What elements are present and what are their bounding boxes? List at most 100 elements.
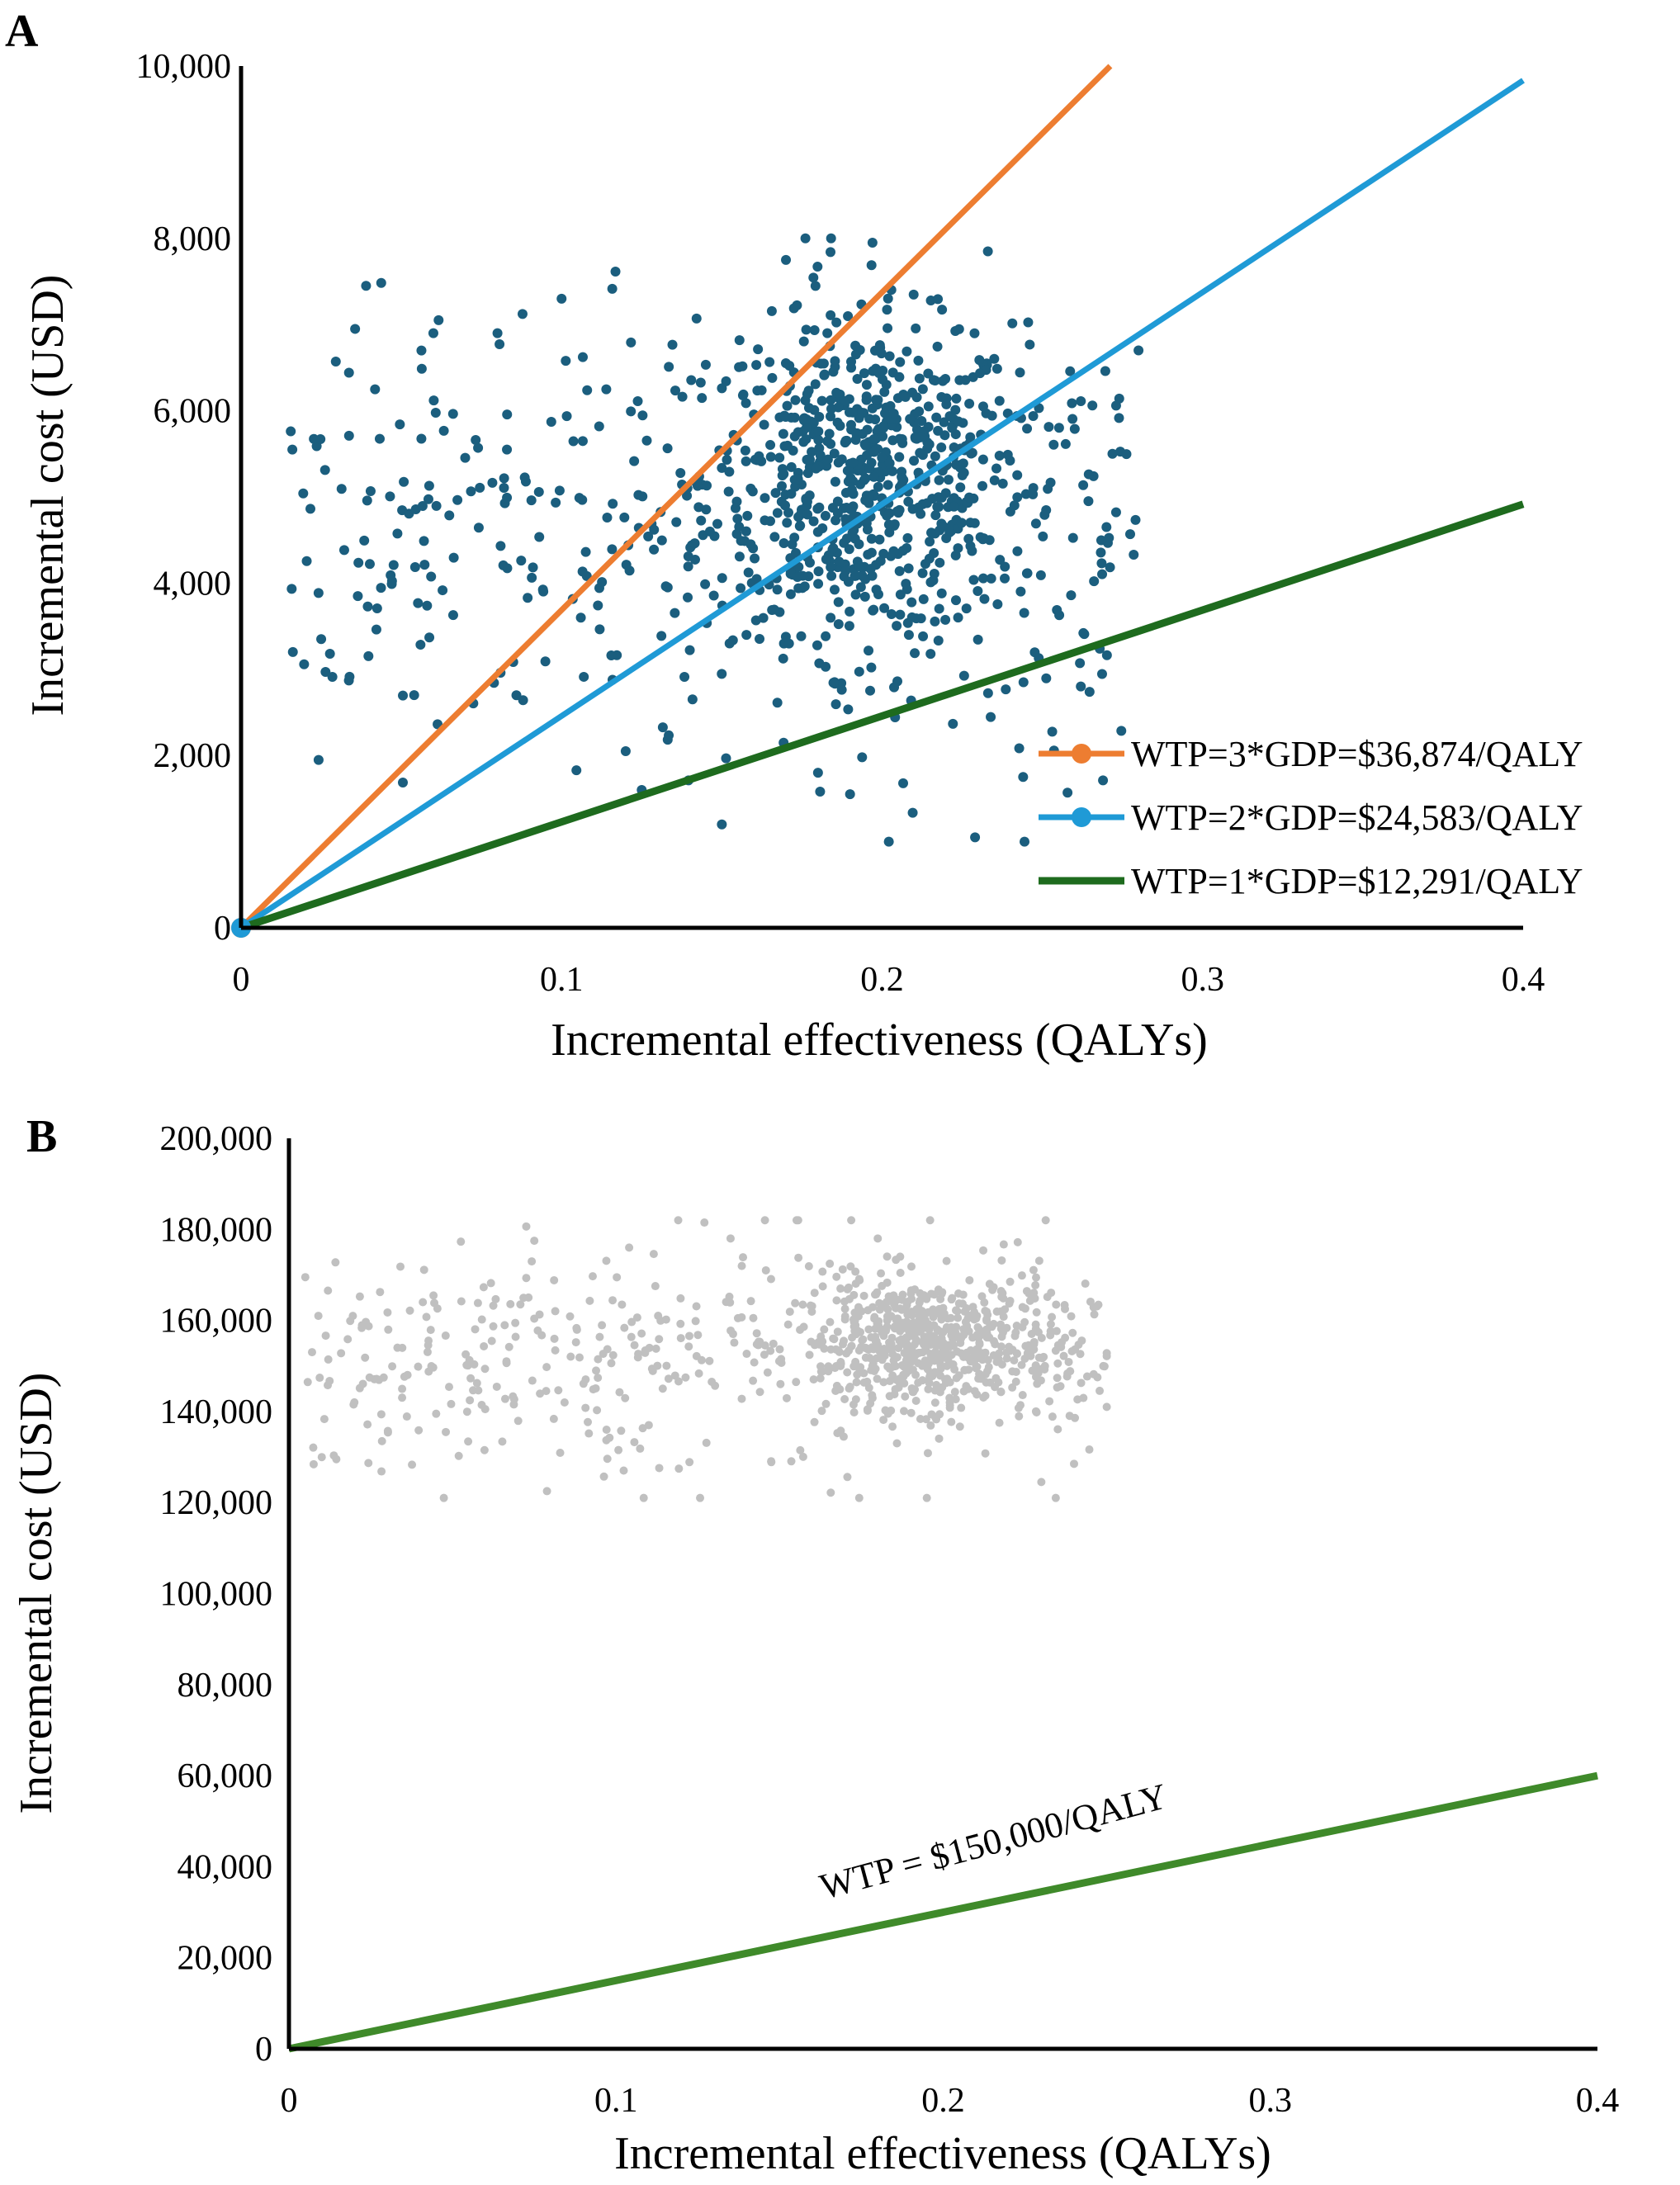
scatter-point [977, 401, 988, 412]
scatter-point [883, 1322, 892, 1331]
scatter-point [602, 513, 613, 523]
y-tick-label: 40,000 [177, 1848, 273, 1886]
x-tick-label: 0 [281, 2082, 298, 2120]
scatter-point [818, 1267, 827, 1276]
scatter-point [315, 1374, 324, 1383]
x-tick-label: 0.2 [921, 2082, 965, 2120]
scatter-point [615, 1388, 624, 1397]
scatter-point [1030, 518, 1041, 529]
scatter-point [844, 407, 854, 418]
y-tick-label: 0 [255, 2031, 272, 2069]
scatter-point [934, 603, 944, 614]
scatter-point [388, 560, 399, 570]
scatter-point [948, 718, 958, 729]
scatter-point [619, 512, 630, 523]
scatter-point [1000, 573, 1010, 584]
scatter-point [336, 484, 347, 494]
scatter-point [402, 1412, 411, 1421]
scatter-point [957, 1403, 966, 1412]
scatter-point [826, 1317, 835, 1327]
scatter-point [537, 1331, 547, 1340]
scatter-point [664, 362, 674, 372]
scatter-point [883, 323, 893, 333]
scatter-point [775, 1345, 784, 1354]
scatter-point [1085, 1445, 1094, 1454]
scatter-point [947, 1417, 956, 1426]
scatter-point [749, 1376, 758, 1385]
scatter-point [1014, 743, 1025, 754]
scatter-point [737, 1261, 746, 1270]
scatter-point [364, 1322, 373, 1331]
scatter-point [793, 561, 804, 572]
scatter-point [734, 362, 745, 372]
scatter-point [958, 1290, 968, 1299]
scatter-point [899, 1370, 908, 1379]
scatter-point [286, 584, 297, 594]
scatter-point [606, 650, 617, 661]
scatter-point [495, 338, 505, 349]
scatter-point [933, 636, 944, 646]
scatter-point [907, 807, 918, 818]
scatter-point [591, 1383, 600, 1393]
scatter-point [883, 519, 894, 530]
y-tick-label: 120,000 [160, 1484, 273, 1522]
scatter-point [772, 508, 783, 518]
scatter-point [954, 375, 965, 385]
scatter-point [925, 1216, 935, 1225]
scatter-point [874, 1317, 883, 1326]
scatter-point [365, 486, 376, 497]
scatter-point [923, 368, 934, 379]
scatter-point [721, 753, 731, 764]
scatter-point [1015, 586, 1026, 597]
scatter-point [1101, 522, 1112, 532]
scatter-point [973, 585, 983, 596]
scatter-point [900, 1362, 909, 1371]
scatter-point [528, 562, 538, 573]
scatter-point [883, 1252, 892, 1261]
scatter-point [985, 1333, 994, 1342]
scatter-point [782, 400, 793, 411]
scatter-point [1017, 1271, 1026, 1280]
scatter-point [550, 1275, 559, 1284]
scatter-point [986, 573, 996, 584]
scatter-point [955, 482, 966, 493]
scatter-point [711, 1381, 720, 1390]
scatter-point [415, 640, 426, 650]
scatter-point [992, 598, 1003, 609]
scatter-point [970, 1355, 979, 1364]
scatter-point [828, 542, 839, 553]
scatter-point [473, 442, 484, 453]
scatter-point [416, 433, 427, 444]
scatter-point [951, 1395, 960, 1404]
scatter-point [804, 557, 815, 568]
scatter-point [783, 1320, 793, 1329]
scatter-point [956, 518, 967, 528]
scatter-point [598, 1321, 607, 1330]
scatter-point [1014, 1403, 1023, 1412]
scatter-point [975, 1330, 984, 1339]
scatter-point [708, 590, 719, 601]
scatter-point [813, 579, 824, 589]
scatter-point [438, 585, 448, 596]
scatter-point [724, 466, 735, 477]
scatter-point [332, 1454, 341, 1464]
scatter-point [816, 1362, 826, 1371]
scatter-point [966, 448, 977, 459]
scatter-point [1051, 1493, 1060, 1502]
scatter-point [536, 1389, 545, 1398]
scatter-point [309, 1443, 318, 1452]
y-tick-label: 200,000 [160, 1120, 273, 1158]
scatter-point [649, 524, 660, 535]
scatter-point [873, 1374, 882, 1383]
scatter-point [1018, 1303, 1027, 1312]
scatter-point [799, 581, 810, 592]
scatter-point [364, 559, 375, 570]
scatter-point [395, 419, 405, 430]
scatter-point [947, 423, 958, 433]
scatter-point [362, 495, 372, 506]
scatter-point [808, 272, 819, 283]
scatter-point [700, 1218, 709, 1227]
scatter-point [662, 443, 673, 454]
scatter-point [845, 1283, 854, 1292]
scatter-point [973, 1322, 982, 1331]
